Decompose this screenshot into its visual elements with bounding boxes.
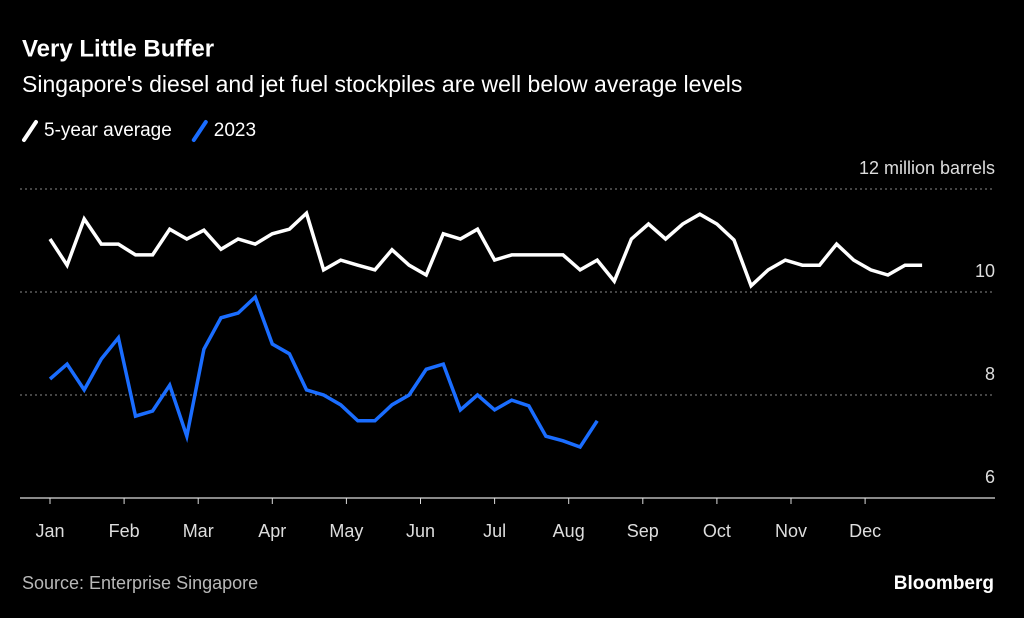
series-line: [48, 209, 923, 289]
x-tick-label: Dec: [849, 521, 881, 541]
y-tick-label: 6: [985, 467, 995, 487]
x-tick-label: Nov: [775, 521, 807, 541]
legend-swatch: [22, 120, 38, 142]
x-tick-label: Oct: [703, 521, 731, 541]
y-tick-label: 10: [975, 261, 995, 281]
series-line: [48, 294, 599, 450]
chart-subtitle: Singapore's diesel and jet fuel stockpil…: [22, 71, 742, 97]
legend-label: 2023: [214, 120, 256, 141]
x-tick-label: Aug: [553, 521, 585, 541]
legend-label: 5-year average: [44, 120, 172, 141]
y-tick-label: 12 million barrels: [859, 158, 995, 178]
x-tick-label: Mar: [183, 521, 214, 541]
x-tick-label: Jan: [35, 521, 64, 541]
x-tick-label: Jun: [406, 521, 435, 541]
source: Source: Enterprise Singapore: [22, 573, 258, 593]
x-tick-label: May: [329, 521, 363, 541]
x-tick-label: Apr: [258, 521, 286, 541]
x-tick-label: Jul: [483, 521, 506, 541]
x-tick-label: Feb: [109, 521, 140, 541]
y-tick-label: 8: [985, 364, 995, 384]
legend-swatch: [191, 120, 208, 142]
brand: Bloomberg: [894, 573, 994, 594]
x-tick-label: Sep: [627, 521, 659, 541]
chart-title: Very Little Buffer: [22, 35, 214, 62]
